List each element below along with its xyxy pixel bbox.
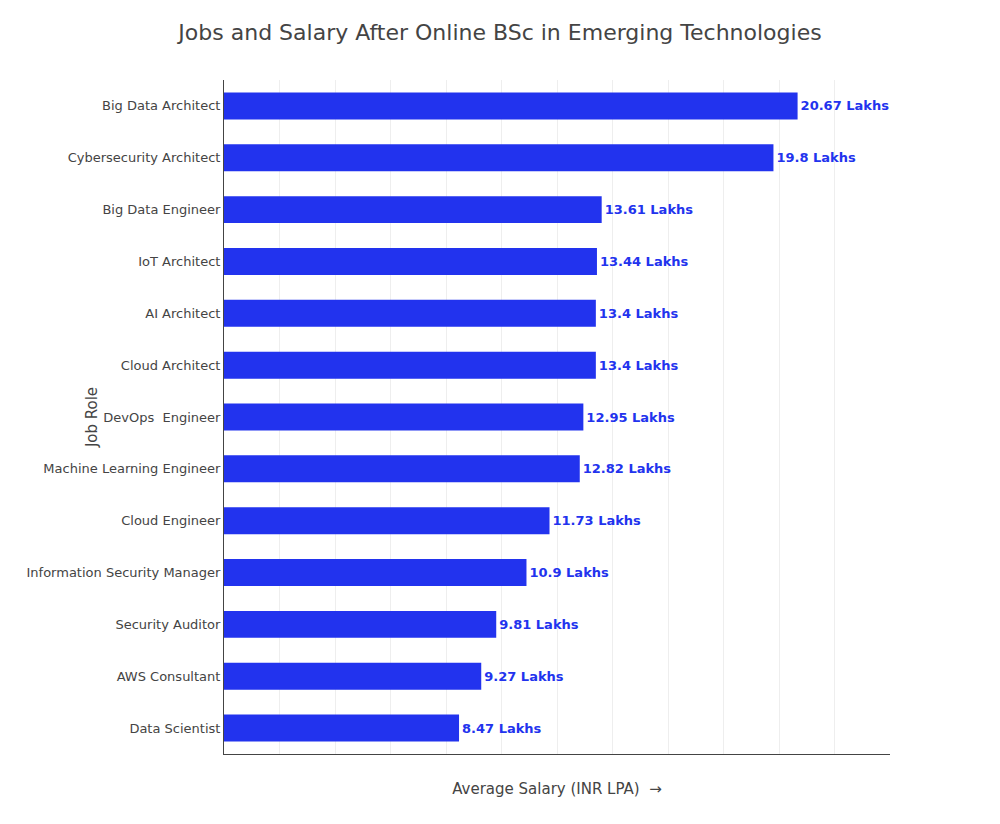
svg-text:19.8 Lakhs: 19.8 Lakhs xyxy=(776,150,856,165)
svg-text:13.4 Lakhs: 13.4 Lakhs xyxy=(599,306,679,321)
svg-text:13.4 Lakhs: 13.4 Lakhs xyxy=(599,358,679,373)
svg-text:DevOps Engineer: DevOps Engineer xyxy=(103,410,221,425)
svg-text:Cybersecurity Architect: Cybersecurity Architect xyxy=(68,150,221,165)
svg-text:12.95 Lakhs: 12.95 Lakhs xyxy=(586,410,675,425)
svg-text:12.82 Lakhs: 12.82 Lakhs xyxy=(583,461,672,476)
svg-text:Big Data Engineer: Big Data Engineer xyxy=(102,202,221,217)
svg-text:20.67 Lakhs: 20.67 Lakhs xyxy=(801,98,890,113)
svg-text:IoT Architect: IoT Architect xyxy=(138,254,220,269)
svg-text:Machine Learning Engineer: Machine Learning Engineer xyxy=(43,461,221,476)
svg-text:Average Salary (INR LPA) →: Average Salary (INR LPA) → xyxy=(452,780,662,798)
svg-text:9.81 Lakhs: 9.81 Lakhs xyxy=(499,617,579,632)
svg-text:9.27 Lakhs: 9.27 Lakhs xyxy=(484,669,564,684)
svg-text:11.73 Lakhs: 11.73 Lakhs xyxy=(553,513,642,528)
svg-text:Jobs and Salary After Online B: Jobs and Salary After Online BSc in Emer… xyxy=(176,20,821,45)
svg-text:Job Role: Job Role xyxy=(83,387,101,448)
svg-text:Security Auditor: Security Auditor xyxy=(115,617,221,632)
svg-text:Big Data Architect: Big Data Architect xyxy=(102,98,220,113)
svg-text:13.44 Lakhs: 13.44 Lakhs xyxy=(600,254,689,269)
svg-text:10.9 Lakhs: 10.9 Lakhs xyxy=(529,565,609,580)
svg-text:13.61 Lakhs: 13.61 Lakhs xyxy=(605,202,694,217)
svg-text:Information Security Manager: Information Security Manager xyxy=(27,565,222,580)
svg-text:Cloud Architect: Cloud Architect xyxy=(121,358,221,373)
svg-text:AI Architect: AI Architect xyxy=(145,306,220,321)
svg-text:8.47 Lakhs: 8.47 Lakhs xyxy=(462,721,542,736)
svg-text:Cloud Engineer: Cloud Engineer xyxy=(121,513,221,528)
svg-text:Data Scientist: Data Scientist xyxy=(129,721,220,736)
svg-text:AWS Consultant: AWS Consultant xyxy=(117,669,221,684)
